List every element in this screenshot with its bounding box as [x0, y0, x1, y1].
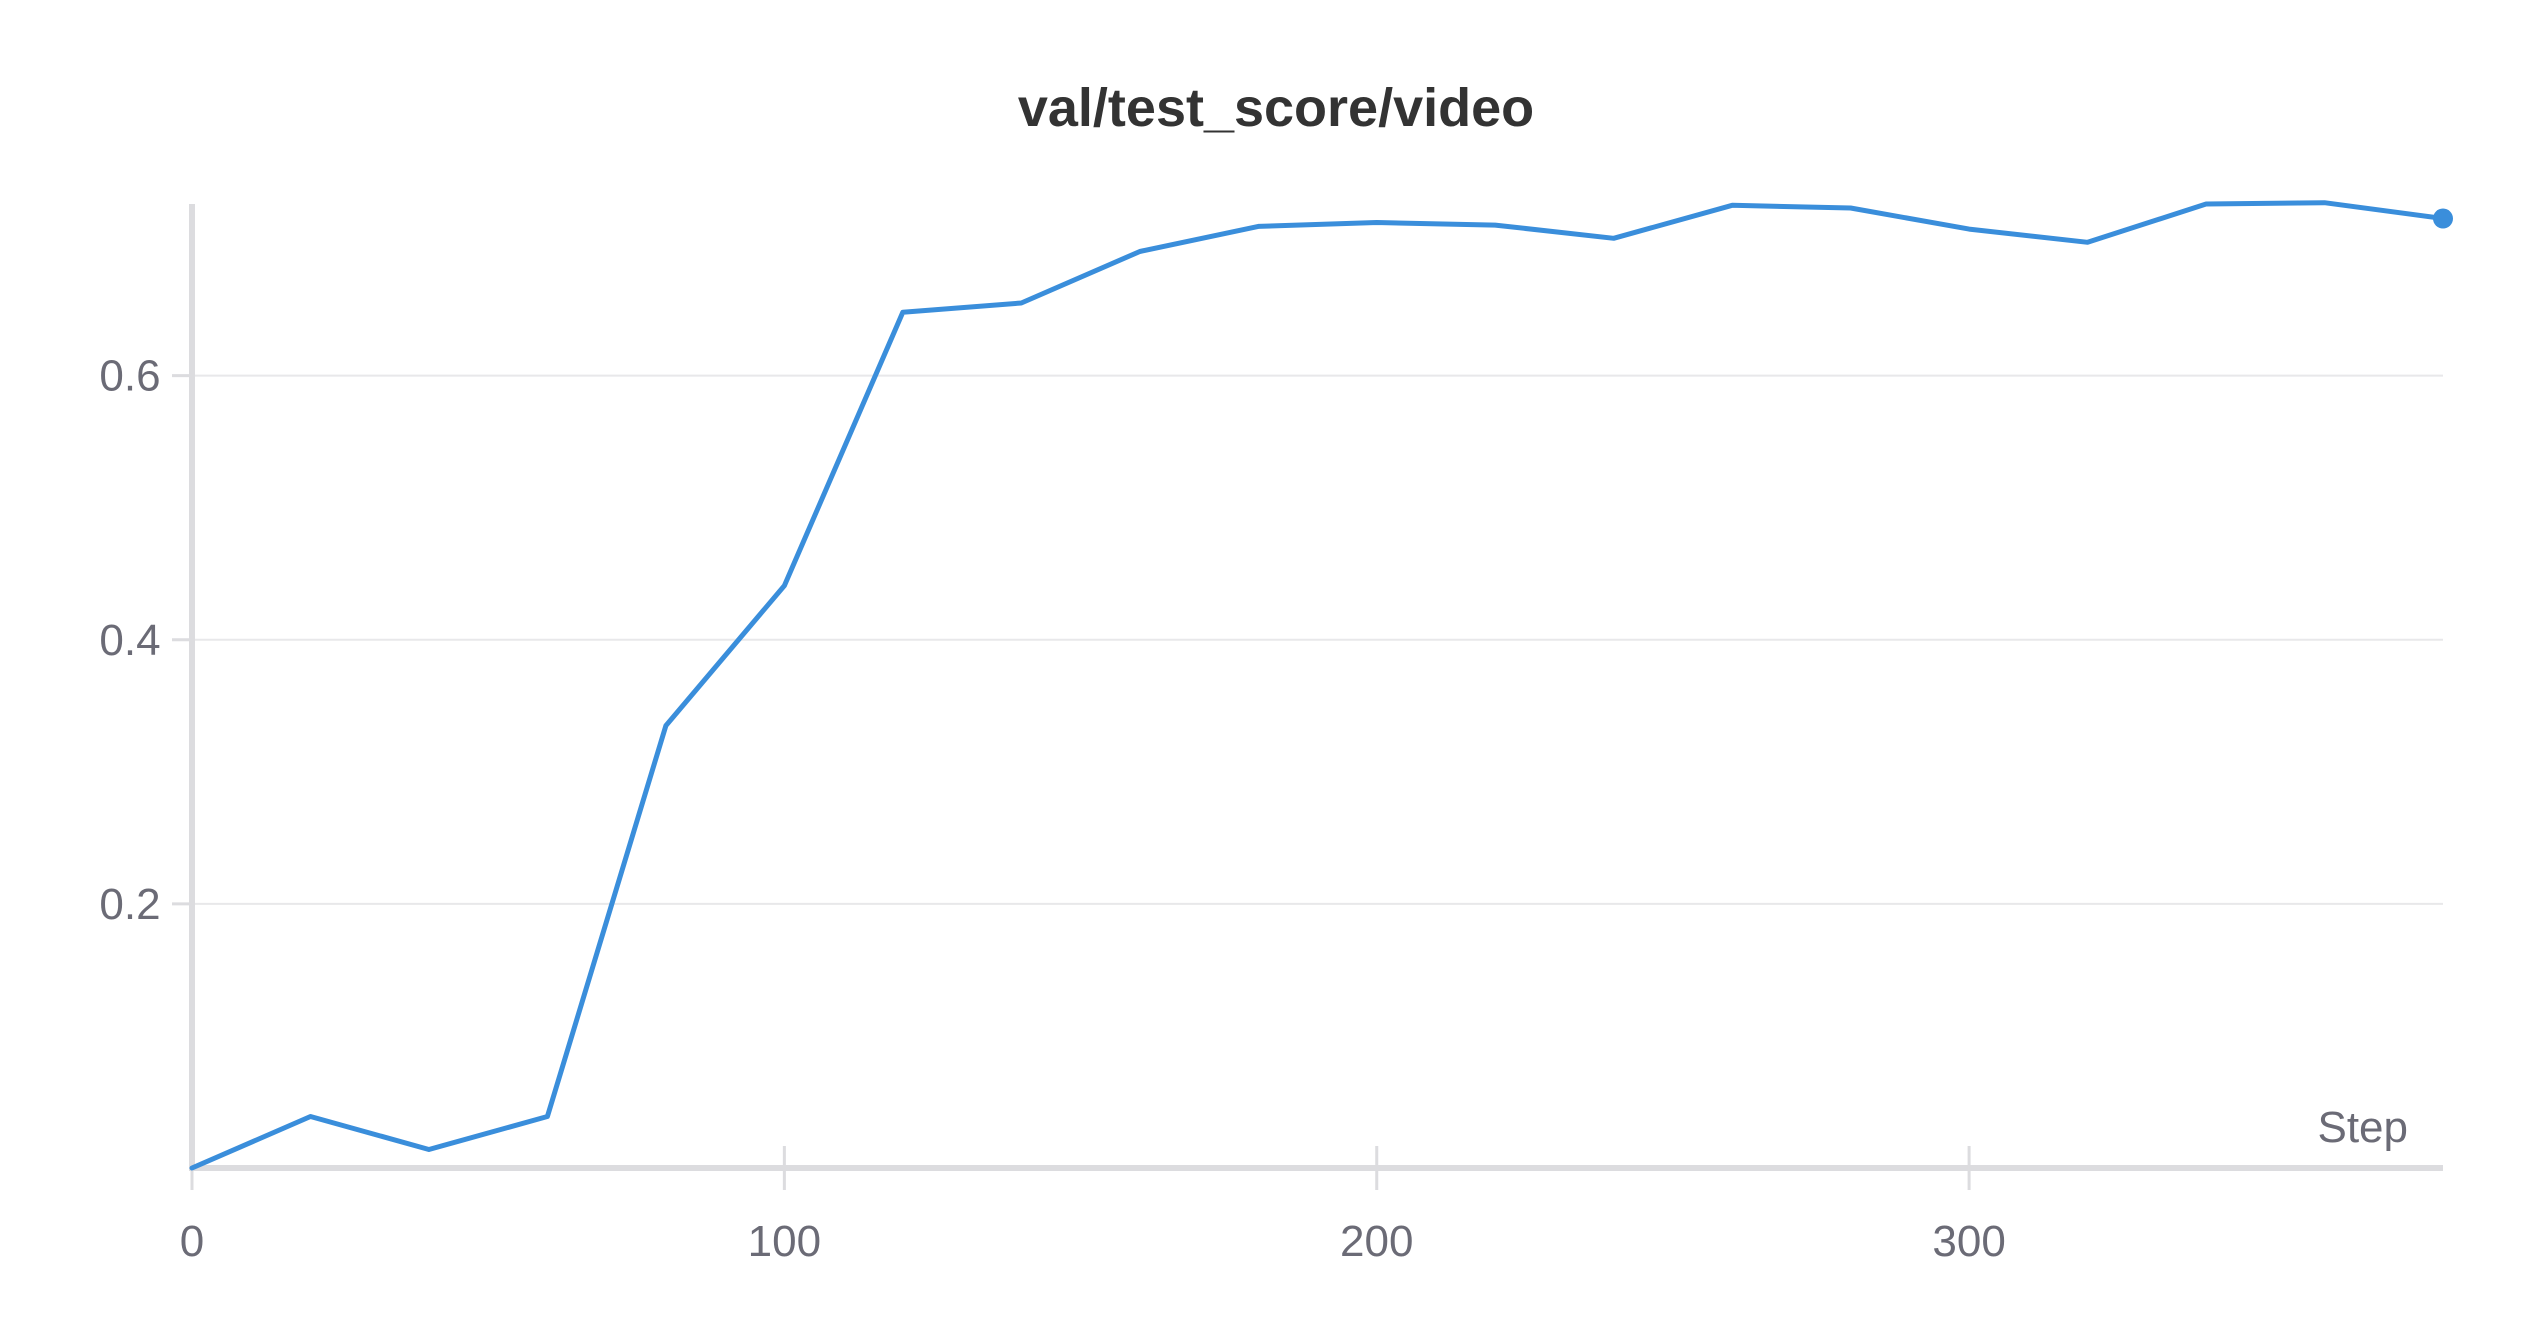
y-tick-label: 0.4: [99, 616, 160, 665]
y-tick-label: 0.2: [99, 880, 160, 929]
axes: [172, 204, 2443, 1190]
series-layer: [189, 200, 2453, 1171]
x-tick-label: 200: [1340, 1217, 1413, 1266]
series-line: [189, 200, 2446, 1171]
x-tick-label: 100: [748, 1217, 821, 1266]
series-end-point: [2433, 208, 2453, 229]
tick-labels: 0.2 0.4 0.6 0 100 200 300: [99, 352, 2005, 1266]
grid-lines: [192, 374, 2443, 905]
x-axis-title: Step: [2317, 1103, 2408, 1152]
chart-title: val/test_score/video: [1018, 78, 1534, 138]
x-tick-label: 300: [1932, 1217, 2005, 1266]
y-tick-label: 0.6: [99, 352, 160, 401]
x-tick-label: 0: [180, 1217, 204, 1266]
